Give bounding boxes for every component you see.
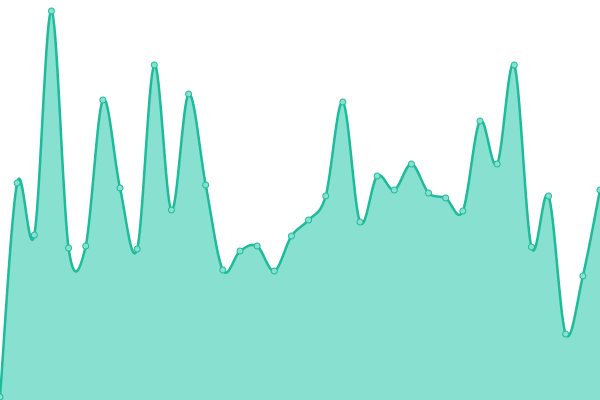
point: [476, 117, 484, 125]
point: [99, 96, 107, 104]
point: [356, 218, 364, 226]
point: [527, 243, 535, 251]
point: [287, 232, 295, 240]
point: [425, 189, 433, 197]
point: [65, 244, 73, 252]
point: [185, 90, 193, 98]
point: [13, 179, 21, 187]
point: [322, 192, 330, 200]
point: [253, 242, 261, 250]
point: [82, 242, 90, 250]
point: [373, 172, 381, 180]
point: [47, 7, 55, 15]
point: [116, 184, 124, 192]
point: [150, 61, 158, 69]
point: [459, 207, 467, 215]
point: [270, 267, 278, 275]
point: [562, 330, 570, 338]
point: [510, 61, 518, 69]
point: [202, 181, 210, 189]
point: [339, 98, 347, 106]
point: [30, 231, 38, 239]
point: [545, 192, 553, 200]
point: [596, 186, 600, 194]
point: [0, 393, 4, 400]
point: [133, 245, 141, 253]
point: [579, 272, 587, 280]
point: [305, 216, 313, 224]
point: [493, 160, 501, 168]
point: [442, 194, 450, 202]
point: [236, 247, 244, 255]
point: [407, 160, 415, 168]
point: [167, 206, 175, 214]
point: [219, 266, 227, 274]
point: [390, 186, 398, 194]
